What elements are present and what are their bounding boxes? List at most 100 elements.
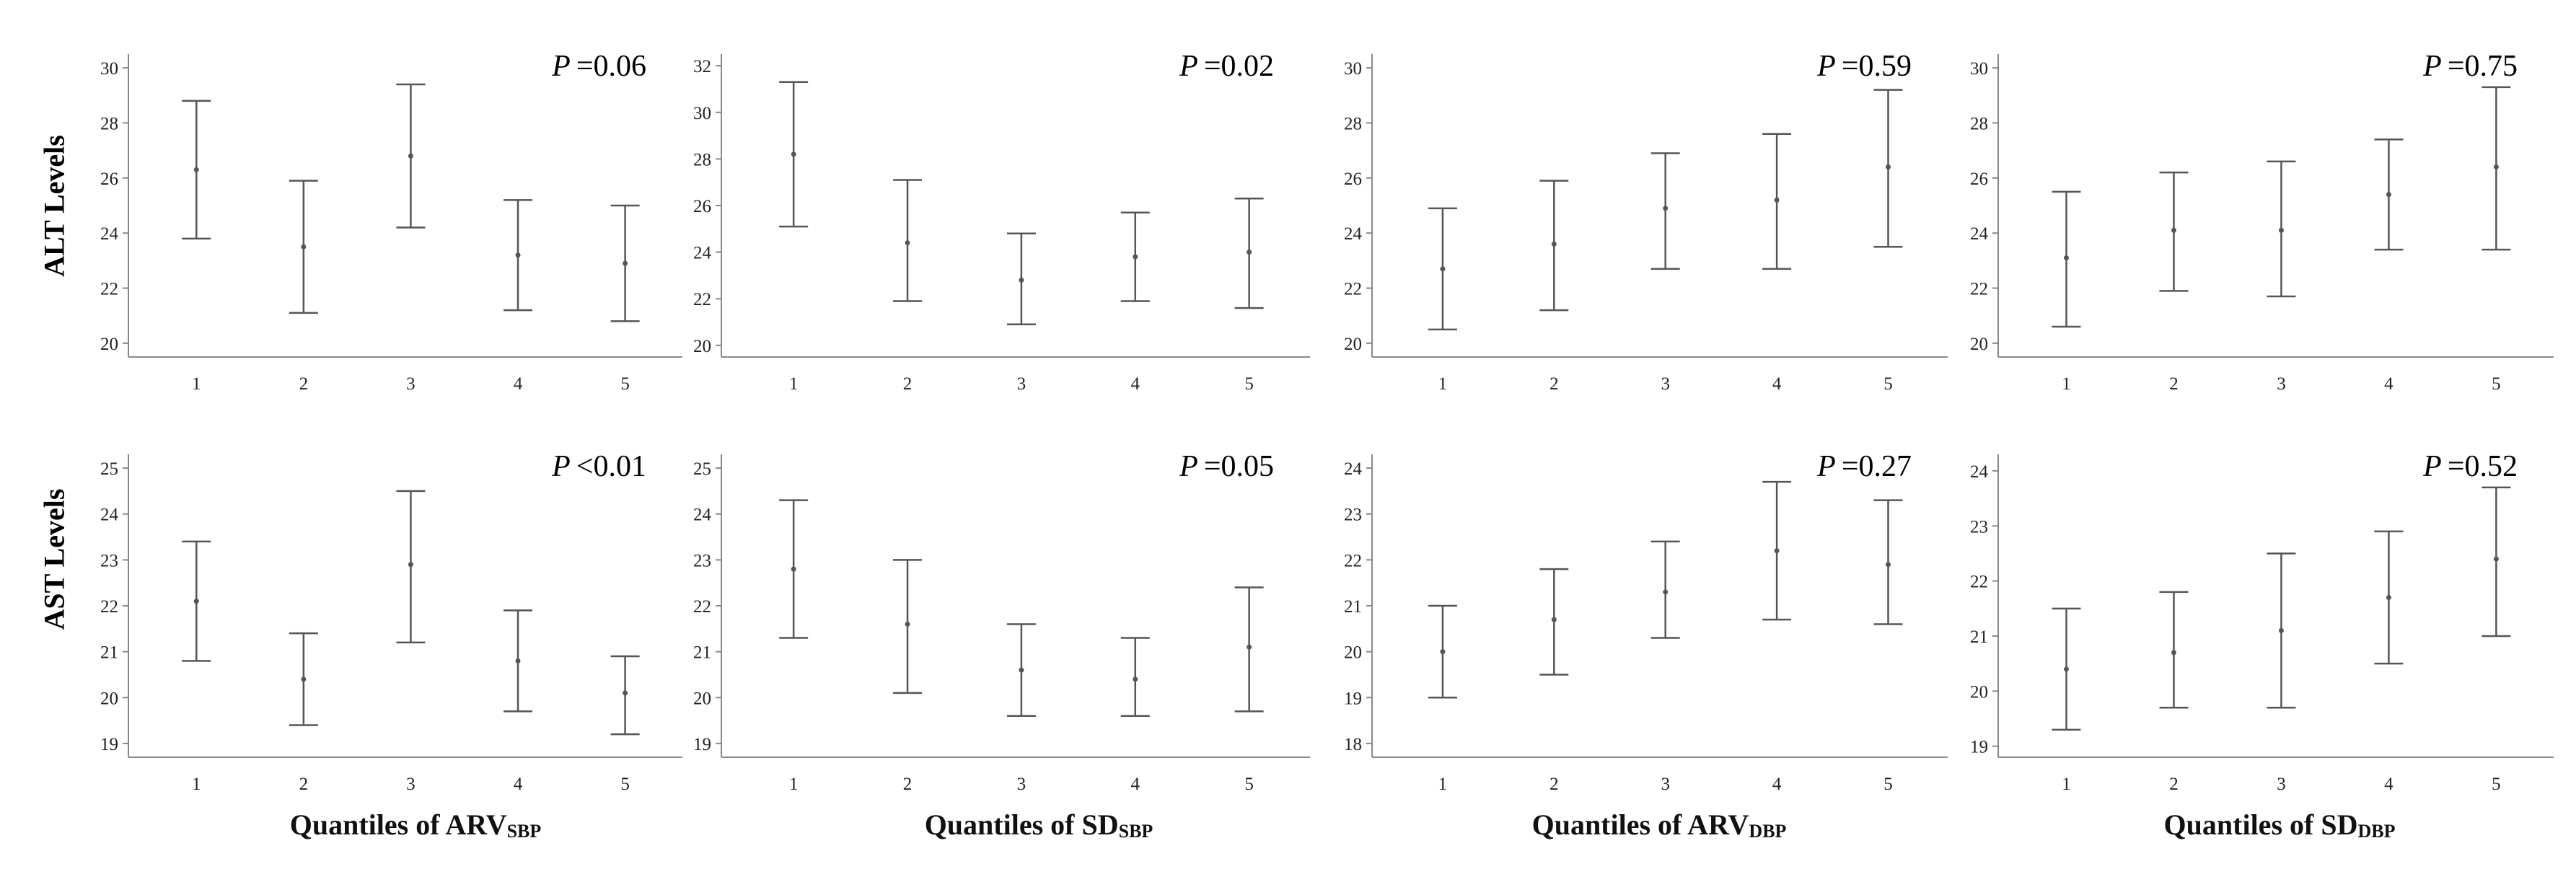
x-tick-label: 5 bbox=[620, 775, 630, 794]
mean-point bbox=[905, 240, 910, 246]
mean-point bbox=[623, 260, 628, 266]
y-tick-label: 22 bbox=[100, 280, 118, 299]
x-tick-label: 1 bbox=[1438, 374, 1448, 394]
y-tick-label: 24 bbox=[693, 506, 712, 525]
mean-point bbox=[2063, 255, 2069, 261]
y-tick-label: 20 bbox=[1970, 682, 1988, 702]
x-tick-label: 1 bbox=[1438, 775, 1448, 794]
y-tick-label: 23 bbox=[693, 551, 711, 570]
p-value-annotation: P =0.27 bbox=[1816, 450, 1912, 483]
mean-point bbox=[2171, 650, 2176, 656]
p-value-annotation: P =0.52 bbox=[2422, 450, 2518, 483]
y-tick-label: 21 bbox=[1970, 627, 1988, 647]
x-tick-label: 1 bbox=[2062, 374, 2071, 394]
y-tick-label: 26 bbox=[693, 197, 711, 216]
mean-point bbox=[1663, 206, 1669, 211]
y-tick-label: 21 bbox=[1344, 597, 1362, 617]
mean-point bbox=[1133, 254, 1138, 260]
error-bar-panel: 20 22 24 26 28 30 32 1 2 3 4 5 P =0.02 bbox=[693, 50, 1310, 394]
mean-point bbox=[515, 658, 521, 663]
x-tick-label: 5 bbox=[2492, 374, 2501, 394]
column-label-main: Quantiles of ARV bbox=[289, 808, 507, 841]
x-tick-label: 2 bbox=[299, 775, 309, 794]
column-label-sub: DBP bbox=[1749, 821, 1787, 842]
y-tick-label: 19 bbox=[1344, 689, 1362, 708]
x-tick-label: 5 bbox=[2492, 775, 2501, 794]
y-tick-label: 22 bbox=[693, 597, 711, 617]
y-tick-label: 28 bbox=[100, 114, 118, 133]
y-tick-label: 19 bbox=[693, 735, 711, 754]
y-tick-label: 20 bbox=[1970, 335, 1988, 354]
y-tick-label: 22 bbox=[1344, 551, 1362, 570]
x-tick-label: 3 bbox=[1661, 775, 1670, 794]
p-value-text: =0.06 bbox=[576, 50, 646, 83]
mean-point bbox=[1774, 197, 1780, 203]
mean-point bbox=[1551, 617, 1557, 622]
column-label-arv-sbp: Quantiles of ARVSBP bbox=[163, 808, 668, 842]
y-tick-label: 21 bbox=[693, 643, 711, 663]
mean-point bbox=[408, 562, 413, 568]
y-tick-label: 22 bbox=[1970, 573, 1988, 592]
x-tick-label: 1 bbox=[192, 374, 201, 394]
mean-point bbox=[1440, 266, 1446, 272]
y-tick-label: 25 bbox=[100, 459, 118, 479]
x-tick-label: 1 bbox=[2062, 775, 2071, 794]
mean-point bbox=[2171, 227, 2176, 233]
y-tick-label: 20 bbox=[1344, 643, 1362, 663]
x-tick-label: 2 bbox=[1549, 775, 1559, 794]
mean-point bbox=[301, 676, 307, 682]
x-tick-label: 2 bbox=[1549, 374, 1559, 394]
x-tick-label: 3 bbox=[2277, 775, 2286, 794]
p-value-annotation: P =0.59 bbox=[1816, 50, 1912, 83]
mean-point bbox=[905, 621, 910, 627]
x-tick-label: 3 bbox=[1661, 374, 1670, 394]
column-label-sub: SBP bbox=[1118, 821, 1153, 842]
mean-point bbox=[1774, 548, 1780, 554]
mean-point bbox=[2493, 556, 2499, 562]
y-tick-label: 25 bbox=[693, 459, 711, 479]
p-value-annotation: P =0.75 bbox=[2422, 50, 2518, 83]
y-tick-label: 19 bbox=[1970, 738, 1988, 757]
y-tick-label: 23 bbox=[1970, 517, 1988, 537]
x-tick-label: 3 bbox=[1017, 775, 1027, 794]
column-label-sd-sbp: Quantiles of SDSBP bbox=[786, 808, 1291, 842]
x-tick-label: 1 bbox=[789, 775, 799, 794]
column-label-arv-dbp: Quantiles of ARVDBP bbox=[1407, 808, 1912, 842]
y-tick-label: 30 bbox=[100, 59, 118, 79]
p-value-text: <0.01 bbox=[576, 450, 646, 483]
x-tick-label: 5 bbox=[1244, 374, 1254, 394]
mean-point bbox=[301, 244, 307, 250]
x-tick-label: 1 bbox=[192, 775, 201, 794]
p-value-symbol: P bbox=[551, 50, 571, 83]
y-tick-label: 19 bbox=[100, 735, 118, 754]
x-tick-label: 4 bbox=[2384, 775, 2393, 794]
p-value-symbol: P bbox=[1816, 450, 1836, 483]
y-tick-label: 28 bbox=[693, 150, 711, 169]
p-value-annotation: P <0.01 bbox=[551, 450, 646, 483]
x-tick-label: 5 bbox=[620, 374, 630, 394]
p-value-text: =0.27 bbox=[1842, 450, 1912, 483]
x-tick-label: 4 bbox=[1772, 775, 1782, 794]
mean-point bbox=[2278, 627, 2284, 633]
mean-point bbox=[515, 252, 521, 258]
y-tick-label: 24 bbox=[1970, 462, 1989, 482]
x-tick-label: 4 bbox=[1772, 374, 1782, 394]
mean-point bbox=[623, 690, 628, 696]
x-tick-label: 4 bbox=[1131, 775, 1140, 794]
p-value-text: =0.52 bbox=[2448, 450, 2518, 483]
mean-point bbox=[2063, 666, 2069, 672]
x-tick-label: 5 bbox=[1883, 374, 1893, 394]
p-value-annotation: P =0.06 bbox=[551, 50, 646, 83]
p-value-symbol: P bbox=[1179, 50, 1198, 83]
p-value-text: =0.59 bbox=[1842, 50, 1912, 83]
y-tick-label: 24 bbox=[693, 244, 712, 263]
x-tick-label: 2 bbox=[2169, 374, 2179, 394]
y-tick-label: 30 bbox=[693, 104, 711, 123]
y-tick-label: 24 bbox=[1344, 459, 1363, 479]
p-value-annotation: P =0.02 bbox=[1179, 50, 1274, 83]
error-bar-panel: 20 22 24 26 28 30 1 2 3 4 5 P =0.75 bbox=[1970, 50, 2554, 394]
column-label-main: Quantiles of ARV bbox=[1531, 808, 1749, 841]
